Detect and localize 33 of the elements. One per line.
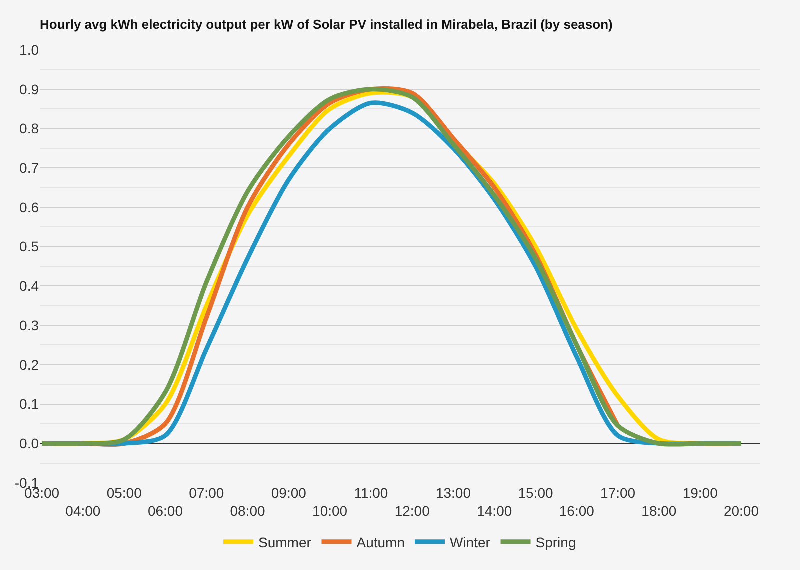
x-tick-label: 16:00 [559,503,595,520]
x-tick-label: 20:00 [724,503,760,520]
x-tick-label: 04:00 [66,503,101,520]
y-tick-label: 0.5 [20,238,40,255]
x-tick-label: 14:00 [477,503,512,520]
legend-label: Spring [536,534,576,550]
y-tick-label: 0.1 [20,396,40,412]
x-tick-label: 13:00 [436,485,472,501]
y-tick-label: 0.8 [20,120,40,137]
y-tick-label: 0.0 [20,436,40,452]
y-tick-label: 0.2 [20,356,40,373]
legend-label: Summer [258,534,312,550]
x-tick-label: 05:00 [106,485,142,501]
y-tick-label: 0.3 [20,317,40,334]
y-tick-label: 0.6 [20,199,40,216]
x-tick-label: 10:00 [312,503,348,520]
legend-label: Autumn [356,534,405,550]
y-tick-label: 0.4 [20,278,40,294]
x-tick-label: 09:00 [271,485,307,501]
x-tick-label: 15:00 [518,485,554,501]
chart-title: Hourly avg kWh electricity output per kW of Solar PV installed in Mirabela, Brazil (by season) [40,17,613,32]
y-tick-label: 1.0 [20,42,40,58]
legend-label: Winter [450,534,491,550]
x-tick-label: 17:00 [600,485,636,501]
x-tick-label: 19:00 [682,485,718,501]
x-tick-label: 07:00 [189,485,224,501]
y-tick-label: 0.9 [20,81,40,98]
x-tick-label: 11:00 [354,485,388,501]
x-tick-label: 06:00 [148,503,184,520]
y-tick-label: 0.7 [20,160,40,176]
x-tick-label: 12:00 [394,503,430,520]
x-tick-label: 08:00 [230,503,266,520]
x-tick-label: 18:00 [642,503,677,520]
